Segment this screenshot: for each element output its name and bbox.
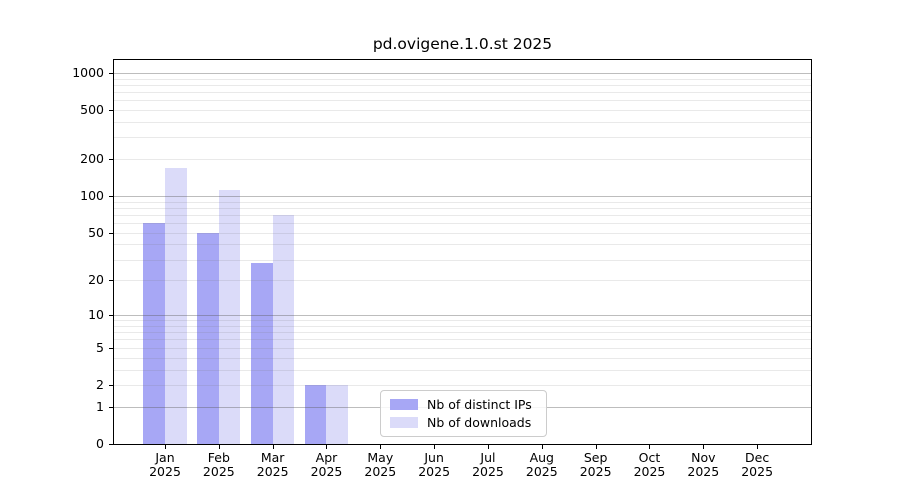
minor-gridline (114, 332, 811, 334)
y-tick-mark (109, 347, 113, 349)
x-tick-label-jun: Jun 2025 (418, 450, 451, 479)
chart-title: pd.ovigene.1.0.st 2025 (372, 35, 553, 53)
x-tick-mark (649, 445, 651, 449)
x-tick-mark (595, 445, 597, 449)
minor-gridline (114, 244, 811, 246)
major-gridline (114, 315, 811, 317)
minor-gridline (114, 339, 811, 341)
y-tick-label: 10 (88, 307, 104, 323)
y-tick-mark (109, 72, 113, 74)
x-tick-mark (326, 445, 328, 449)
legend-label-distinct-ips: Nb of distinct IPs (427, 396, 532, 412)
minor-gridline (114, 325, 811, 327)
x-tick-label-jan: Jan 2025 (149, 450, 181, 479)
minor-gridline (114, 207, 811, 209)
x-tick-label-dec: Dec 2025 (741, 450, 774, 479)
y-tick-mark (109, 444, 113, 445)
y-tick-mark (109, 315, 113, 317)
minor-gridline (114, 259, 811, 261)
y-tick-mark (109, 196, 113, 198)
plot-frame-top (113, 59, 812, 60)
x-tick-mark (487, 445, 489, 449)
x-tick-label-apr: Apr 2025 (310, 450, 343, 479)
x-tick-label-feb: Feb 2025 (202, 450, 235, 479)
y-tick-mark (109, 232, 113, 234)
x-tick-mark (757, 445, 759, 449)
bar-mar-distinct-ips (251, 263, 273, 444)
x-tick-mark (541, 445, 543, 449)
legend-label-downloads: Nb of downloads (427, 415, 532, 431)
x-tick-label-aug: Aug 2025 (525, 450, 558, 479)
bar-mar-downloads (272, 214, 295, 444)
y-tick-mark (109, 280, 113, 282)
x-tick-mark (434, 445, 436, 449)
x-tick-label-oct: Oct 2025 (633, 450, 666, 479)
plot-frame-left (113, 59, 114, 445)
bar-apr-downloads (326, 384, 349, 444)
bar-feb-distinct-ips (197, 232, 219, 444)
minor-gridline (114, 347, 811, 349)
y-tick-label: 5 (96, 339, 104, 355)
x-tick-mark (218, 445, 220, 449)
legend-item-downloads: Nb of downloads (390, 415, 537, 430)
y-tick-label: 0 (96, 436, 104, 451)
y-tick-mark (109, 159, 113, 161)
minor-gridline (114, 137, 811, 139)
minor-gridline (114, 320, 811, 322)
bar-jan-downloads (165, 167, 187, 444)
y-tick-label: 1000 (72, 64, 104, 80)
minor-gridline (114, 214, 811, 216)
legend-swatch-downloads (390, 417, 418, 429)
y-tick-label: 500 (80, 102, 104, 118)
x-tick-label-mar: Mar 2025 (256, 450, 289, 479)
minor-gridline (114, 121, 811, 123)
bar-jan-distinct-ips (143, 223, 165, 444)
minor-gridline (114, 232, 811, 234)
minor-gridline (114, 369, 811, 371)
minor-gridline (114, 159, 811, 161)
legend: Nb of distinct IPs Nb of downloads (380, 390, 547, 437)
minor-gridline (114, 110, 811, 112)
legend-swatch-distinct-ips (390, 398, 418, 410)
major-gridline (114, 72, 811, 74)
y-tick-label: 2 (96, 376, 104, 392)
x-tick-label-jul: Jul 2025 (472, 450, 504, 479)
plot-area (109, 59, 812, 449)
minor-gridline (114, 280, 811, 282)
bar-feb-downloads (218, 190, 241, 444)
legend-item-distinct-ips: Nb of distinct IPs (390, 397, 537, 412)
minor-gridline (114, 223, 811, 225)
minor-gridline (114, 84, 811, 86)
y-tick-mark (109, 110, 113, 112)
minor-gridline (114, 78, 811, 80)
plot-frame-right (811, 59, 812, 445)
x-tick-label-sep: Sep 2025 (579, 450, 612, 479)
y-tick-label: 200 (80, 151, 104, 167)
x-tick-mark (380, 445, 382, 449)
minor-gridline (114, 100, 811, 102)
y-tick-mark (109, 406, 113, 408)
y-tick-label: 100 (80, 188, 104, 204)
minor-gridline (114, 201, 811, 203)
x-tick-label-nov: Nov 2025 (687, 450, 720, 479)
x-tick-label-may: May 2025 (364, 450, 397, 479)
y-tick-label: 20 (88, 272, 104, 288)
minor-gridline (114, 357, 811, 359)
bar-apr-distinct-ips (304, 384, 327, 444)
minor-gridline (114, 91, 811, 93)
y-tick-label: 1 (96, 398, 104, 414)
x-tick-mark (703, 445, 705, 449)
plot-frame-bottom (113, 444, 812, 445)
y-tick-label: 50 (88, 224, 104, 240)
minor-gridline (114, 384, 811, 386)
y-tick-mark (109, 384, 113, 386)
x-tick-mark (165, 445, 166, 449)
x-tick-mark (272, 445, 274, 449)
major-gridline (114, 196, 811, 198)
